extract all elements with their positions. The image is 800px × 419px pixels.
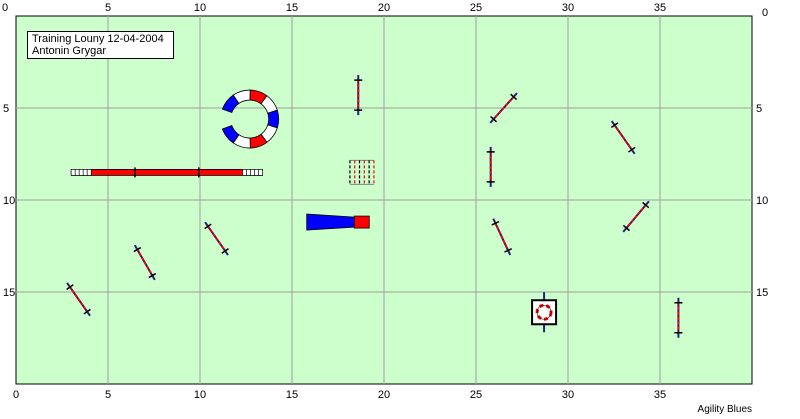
x-tick-label-top: 25: [470, 2, 482, 14]
hurdle-post: [610, 122, 619, 129]
x-tick-label-bottom: 10: [194, 389, 206, 401]
x-tick-label-bottom: 30: [562, 389, 574, 401]
hurdle-post: [491, 220, 500, 226]
hurdle-post: [510, 93, 518, 101]
x-tick-label-bottom: 15: [286, 389, 298, 401]
dogwalk: [70, 167, 263, 178]
chute-cloth: [306, 213, 355, 231]
hurdle: [674, 297, 683, 338]
hurdle: [354, 75, 363, 116]
y-tick-label-right: 5: [756, 103, 762, 115]
curved-tunnel: [221, 89, 280, 149]
dogwalk-contact: [70, 169, 76, 176]
grid: [16, 16, 752, 384]
course-title: Training Louny 12-04-2004: [32, 33, 164, 45]
hurdle: [66, 282, 91, 317]
course-legend: Training Louny 12-04-2004 Antonin Grygar: [27, 31, 174, 59]
hurdle-bar: [206, 224, 227, 253]
dogwalk-contact: [74, 169, 80, 176]
hurdle: [610, 120, 636, 155]
hurdle-post: [204, 223, 212, 230]
judge-name: Antonin Grygar: [32, 45, 106, 57]
tire: [531, 292, 558, 333]
x-tick-label-top: 10: [194, 2, 206, 14]
hurdle-bar: [613, 123, 634, 152]
dogwalk-plank: [70, 168, 263, 176]
hurdle-post: [622, 224, 630, 232]
hurdle-post: [490, 115, 498, 123]
x-tick-label-top: 30: [562, 2, 574, 14]
dogwalk-contact: [82, 169, 88, 176]
hurdle-post: [504, 248, 513, 253]
hurdle-post: [221, 248, 229, 254]
hurdle: [486, 146, 495, 187]
hurdle: [204, 221, 229, 256]
x-tick-label-bottom: 35: [654, 389, 666, 401]
hurdle-bar: [494, 221, 510, 252]
hurdle: [489, 92, 518, 124]
y-tick-label-left: 5: [3, 103, 9, 115]
hurdle-post: [628, 146, 636, 153]
chute-barrel: [353, 215, 370, 229]
x-tick-label-top: 35: [654, 2, 666, 14]
hurdle-bar: [625, 203, 648, 230]
dogwalk-contact: [86, 169, 92, 176]
x-tick-label-bottom: 20: [378, 389, 390, 401]
hurdle: [622, 200, 650, 233]
weave-poles: [349, 159, 375, 185]
hurdle-post: [133, 246, 142, 253]
dogwalk-contact: [254, 169, 259, 176]
x-tick-label-top: 5: [105, 2, 111, 14]
tire-ring-outline: [536, 304, 552, 320]
dogwalk-contact: [258, 169, 263, 176]
y-tick-label-left: 15: [3, 287, 15, 299]
hurdle-post: [83, 308, 91, 315]
y-tick-label-right: 15: [756, 287, 768, 299]
dogwalk-contact: [242, 169, 247, 176]
obstacles: [66, 75, 683, 338]
hurdle-bar: [68, 285, 89, 314]
y-tick-label-left: 10: [3, 195, 15, 207]
hurdle-post: [148, 272, 157, 279]
y-tick-label-right: 10: [756, 195, 768, 207]
tunnel-segment: [221, 125, 240, 144]
x-tick-label-top: 15: [286, 2, 298, 14]
hurdle-bar: [492, 95, 516, 121]
y-tick-label-right: 0: [762, 7, 768, 19]
x-tick-label-bottom: 5: [105, 389, 111, 401]
hurdle-bar: [135, 248, 154, 277]
x-tick-label-top: 0: [2, 2, 8, 14]
x-tick-label-top: 20: [378, 2, 390, 14]
dogwalk-contact: [250, 169, 255, 176]
x-tick-label-bottom: 25: [470, 389, 482, 401]
hurdle-post: [642, 201, 650, 209]
dogwalk-contact: [246, 169, 251, 176]
x-tick-label-bottom: 0: [13, 389, 19, 401]
chute-tunnel: [306, 213, 370, 231]
hurdle: [491, 218, 513, 256]
dogwalk-contact: [78, 169, 84, 176]
brand-label: Agility Blues: [697, 404, 752, 415]
hurdle: [133, 244, 157, 281]
hurdle-post: [66, 284, 74, 290]
